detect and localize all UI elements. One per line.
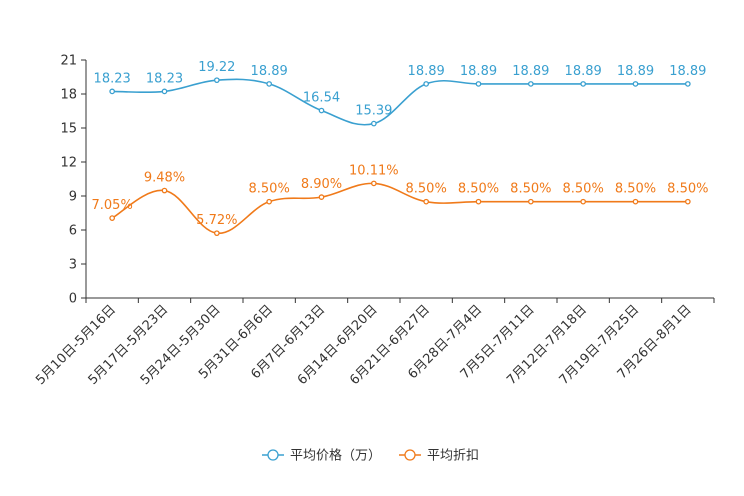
legend-label: 平均价格（万） — [290, 448, 381, 464]
data-point — [213, 77, 220, 84]
y-tick-label: 18 — [60, 88, 77, 103]
legend-marker-icon — [404, 449, 416, 461]
data-label: 18.89 — [565, 64, 602, 79]
y-tick-label: 3 — [69, 258, 77, 273]
data-point — [370, 180, 377, 187]
data-point — [266, 198, 273, 205]
data-point — [580, 198, 587, 205]
data-point — [266, 81, 273, 87]
data-label: 8.50% — [249, 182, 290, 197]
data-point — [527, 81, 534, 87]
data-point — [109, 88, 116, 95]
data-label: 8.50% — [406, 182, 447, 197]
data-label: 18.89 — [408, 64, 445, 79]
data-label: 18.89 — [251, 64, 288, 79]
y-tick-label: 9 — [69, 190, 77, 205]
data-label: 8.50% — [615, 182, 656, 197]
data-point — [423, 81, 430, 87]
legend-marker-icon — [267, 449, 279, 461]
data-label: 18.89 — [617, 64, 654, 79]
data-label: 5.72% — [196, 213, 237, 228]
data-label: 10.11% — [349, 163, 399, 178]
data-point — [161, 88, 168, 95]
data-point — [161, 187, 168, 194]
data-point — [527, 198, 534, 205]
data-point — [318, 194, 325, 200]
data-label: 9.48% — [144, 171, 185, 186]
data-label: 18.89 — [460, 64, 497, 79]
data-point — [632, 81, 639, 87]
y-tick-label: 0 — [69, 292, 77, 307]
series-layer: 18.23 18.23 19.22 18.89 16.54 15.39 18.89 18.89… — [92, 60, 708, 237]
y-tick-label: 15 — [60, 122, 77, 137]
data-label: 18.89 — [512, 64, 549, 79]
data-point — [580, 81, 587, 87]
data-label: 18.23 — [94, 71, 131, 86]
series-1: 7.05% 9.48% 5.72% 8.50% 8.90% 10.11% 8.50% 8.50… — [92, 163, 708, 237]
legend-item-0: 平均价格（万） — [262, 448, 381, 464]
data-point — [318, 107, 325, 114]
data-label: 19.22 — [198, 60, 235, 75]
data-point — [109, 215, 116, 221]
series-line — [112, 78, 688, 126]
data-point — [475, 198, 482, 205]
data-label: 16.54 — [303, 91, 340, 106]
data-label: 18.89 — [669, 64, 706, 79]
data-label: 8.90% — [301, 177, 342, 192]
data-point — [213, 230, 220, 237]
data-point — [475, 81, 482, 87]
legend-label: 平均折扣 — [427, 449, 479, 464]
legend-item-1: 平均折扣 — [399, 449, 479, 464]
data-point — [632, 198, 639, 205]
data-label: 8.50% — [667, 182, 708, 197]
legend: 平均价格（万） 平均折扣 — [262, 448, 479, 464]
data-point — [684, 81, 691, 87]
data-point — [370, 120, 377, 127]
data-label: 8.50% — [563, 182, 604, 197]
data-label: 8.50% — [510, 182, 551, 197]
data-label: 7.05% — [92, 198, 133, 213]
data-label: 18.23 — [146, 71, 183, 86]
data-point — [423, 198, 430, 205]
data-label: 8.50% — [458, 182, 499, 197]
data-label: 15.39 — [355, 104, 392, 119]
series-0: 18.23 18.23 19.22 18.89 16.54 15.39 18.89 18.89… — [94, 60, 706, 127]
y-tick-label: 6 — [69, 224, 77, 239]
data-point — [684, 198, 691, 205]
y-tick-label: 12 — [60, 156, 77, 171]
y-tick-label: 21 — [60, 54, 77, 69]
